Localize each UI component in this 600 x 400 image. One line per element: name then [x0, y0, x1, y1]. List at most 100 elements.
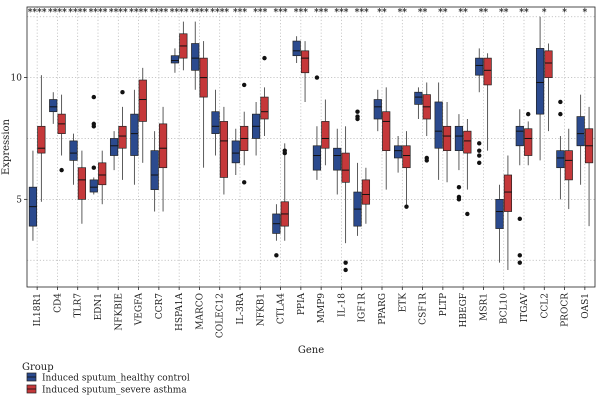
box-iqr	[118, 125, 127, 149]
box-severe-asthma	[544, 43, 553, 132]
legend-entry-label: Induced sputum_healthy control	[42, 374, 190, 384]
outlier-point	[274, 253, 279, 258]
box-iqr	[130, 113, 139, 156]
outlier-point	[91, 121, 97, 127]
box-healthy-control	[515, 109, 524, 265]
box-severe-asthma	[37, 75, 46, 202]
box-healthy-control	[251, 101, 261, 156]
significance-label: ****	[170, 8, 189, 18]
box-severe-asthma	[463, 119, 472, 217]
gene-label: PPARG	[378, 293, 388, 325]
legend-entries: Induced sputum_healthy control Induced sp…	[26, 372, 190, 396]
gene-label: MMP9	[317, 293, 327, 323]
box-healthy-control	[353, 109, 362, 236]
box-healthy-control	[49, 92, 58, 124]
box-iqr	[382, 111, 391, 152]
box-severe-asthma	[503, 155, 513, 270]
outlier-point	[477, 153, 482, 158]
box-iqr	[158, 123, 168, 169]
box-severe-asthma	[98, 150, 107, 205]
box-iqr	[524, 128, 533, 156]
gene-label: EDN1	[94, 293, 104, 320]
outlier-point	[477, 148, 482, 153]
gene-label: HBEGF	[459, 293, 469, 327]
significance-label: ****	[48, 8, 67, 18]
significance-label: ***	[233, 8, 247, 18]
gene-label: ETK	[398, 293, 408, 313]
box-healthy-control	[69, 133, 78, 185]
box-severe-asthma	[584, 106, 594, 227]
box-healthy-control	[434, 82, 443, 180]
outlier-point	[314, 75, 320, 80]
gene-label: PLTP	[439, 293, 449, 316]
gene-label: CSF1R	[419, 293, 429, 325]
significance-labels: **** **** **** **** **** **** **** **** **** ****…	[28, 8, 588, 18]
box-iqr	[211, 111, 220, 134]
box-iqr	[564, 150, 573, 181]
box-severe-asthma	[260, 55, 269, 137]
box-severe-asthma	[321, 99, 330, 166]
box-iqr	[150, 150, 159, 190]
gene-label: TLR7	[74, 293, 84, 318]
outlier-point	[59, 167, 64, 173]
box-severe-asthma	[158, 106, 168, 212]
gene-label: MSR1	[479, 293, 489, 321]
box-iqr	[260, 96, 269, 120]
gene-label: NFKBIE	[114, 293, 124, 331]
significance-label: ****	[190, 8, 209, 18]
significance-label: **	[519, 8, 529, 18]
box-iqr	[576, 116, 585, 147]
significance-label: ***	[294, 8, 308, 18]
box-healthy-control	[170, 48, 180, 73]
box-severe-asthma	[422, 82, 431, 163]
gene-label: MARCO	[195, 293, 205, 330]
box-severe-asthma	[138, 67, 147, 163]
outlier-point	[526, 111, 531, 117]
box-healthy-control	[292, 36, 301, 63]
outlier-point	[343, 267, 348, 273]
outlier-point	[456, 184, 462, 190]
outlier-point	[262, 55, 267, 61]
outlier-point	[242, 82, 247, 88]
box-iqr	[361, 179, 371, 205]
box-healthy-control	[535, 16, 545, 161]
box-severe-asthma	[179, 21, 188, 71]
outlier-point	[91, 165, 97, 170]
gene-label: BCL10	[500, 293, 510, 324]
significance-label: ****	[210, 8, 229, 18]
box-severe-asthma	[77, 150, 87, 224]
gene-label: OAS1	[581, 293, 591, 319]
box-iqr	[535, 48, 545, 115]
box-severe-asthma	[57, 94, 66, 173]
box-severe-asthma	[564, 128, 573, 210]
gene-label: IL-18	[337, 293, 347, 317]
significance-label: ***	[314, 8, 328, 18]
box-iqr	[503, 174, 513, 212]
box-severe-asthma	[341, 126, 350, 273]
box-iqr	[191, 43, 200, 71]
box-severe-asthma	[240, 82, 249, 185]
box-iqr	[138, 79, 147, 122]
box-iqr	[292, 40, 301, 57]
significance-label: **	[499, 8, 509, 18]
box-iqr	[89, 179, 98, 193]
significance-label: *	[562, 8, 567, 18]
box-healthy-control	[191, 21, 200, 90]
significance-label: **	[418, 8, 428, 18]
box-iqr	[321, 121, 330, 149]
box-iqr	[77, 167, 87, 200]
outlier-point	[91, 94, 97, 100]
significance-label: *	[542, 8, 547, 18]
box-iqr	[231, 140, 240, 164]
box-severe-asthma	[280, 143, 289, 241]
box-healthy-control	[333, 128, 342, 195]
significance-label: ****	[68, 8, 87, 18]
box-iqr	[341, 152, 350, 183]
box-iqr	[475, 57, 484, 76]
gene-label: CCR7	[155, 293, 165, 320]
box-healthy-control	[475, 48, 484, 166]
gene-label: IL-3RA	[236, 293, 246, 325]
y-axis-ticks: 5 10	[11, 74, 27, 205]
box-iqr	[49, 99, 58, 113]
box-healthy-control	[414, 87, 423, 119]
